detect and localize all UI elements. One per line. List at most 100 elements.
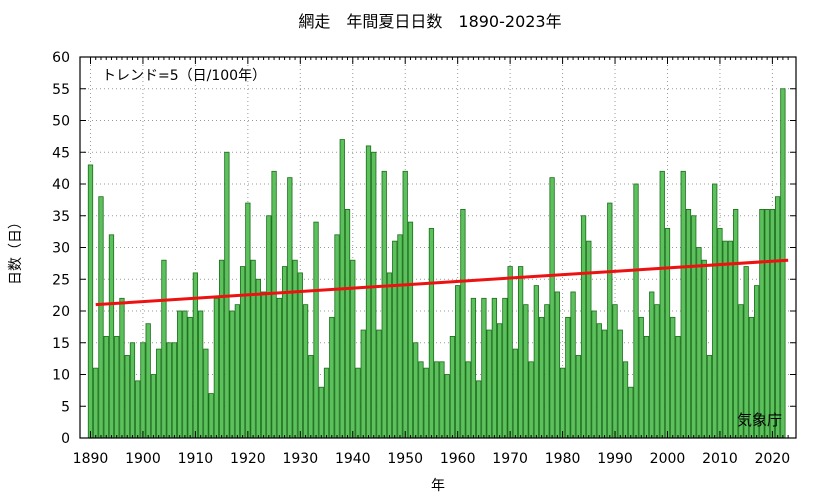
bar (638, 316, 644, 439)
bar (386, 272, 393, 439)
chart-title: 網走 年間夏日日数 1890-2023年 (298, 12, 561, 31)
source-label: 気象庁 (737, 411, 782, 429)
bar (685, 208, 692, 439)
bar (444, 374, 450, 439)
bar (512, 348, 518, 439)
bar (727, 240, 734, 439)
bar (434, 361, 440, 439)
bar (706, 355, 713, 439)
bar (108, 234, 115, 439)
trend-line (95, 258, 789, 307)
x-tick-label: 1900 (125, 451, 161, 467)
bar (150, 374, 157, 439)
x-tick-label: 2010 (702, 451, 738, 467)
bar (171, 342, 178, 439)
bar (612, 304, 618, 439)
bar (182, 310, 188, 439)
y-tick-label: 60 (52, 50, 70, 66)
bar (407, 221, 414, 439)
bar (607, 202, 613, 439)
bar (544, 304, 550, 439)
bar (712, 183, 718, 439)
bar (575, 355, 581, 439)
bar (255, 278, 261, 439)
bar (313, 221, 319, 439)
x-tick-label: 1940 (335, 451, 371, 467)
bar (292, 259, 298, 439)
bar (502, 297, 508, 439)
bar (769, 208, 776, 439)
bar (481, 297, 487, 439)
y-tick-label: 50 (52, 114, 70, 130)
bar (156, 348, 162, 439)
trend-annotation: トレンド=5（日/100年） (102, 68, 266, 84)
bar (93, 367, 99, 439)
bar (517, 266, 524, 439)
x-tick-label: 2020 (755, 451, 791, 467)
bar (365, 145, 372, 439)
x-tick-label: 1950 (387, 451, 423, 467)
bar (392, 240, 398, 439)
bar (654, 304, 660, 439)
y-tick-label: 30 (52, 241, 70, 257)
bar (234, 304, 240, 439)
bar (476, 380, 482, 439)
x-tick-label: 1920 (230, 451, 266, 467)
bar (439, 361, 445, 439)
bar (145, 323, 151, 439)
y-axis-label: 日数（日） (8, 215, 24, 285)
bar (344, 208, 351, 439)
bar (717, 228, 723, 439)
bar (135, 380, 141, 439)
bar (161, 259, 167, 439)
bar (680, 170, 686, 439)
bar (460, 208, 466, 439)
bar (140, 342, 146, 439)
bar (308, 355, 314, 439)
x-tick-label: 1960 (440, 451, 476, 467)
bar (245, 202, 251, 439)
bar (591, 310, 597, 439)
bar (297, 272, 303, 439)
bar (302, 304, 309, 439)
bar (622, 361, 629, 439)
bar (239, 266, 246, 439)
y-tick-label: 45 (52, 145, 70, 161)
bar (418, 361, 424, 439)
bar (318, 386, 324, 439)
bar (355, 367, 361, 439)
bar (507, 266, 513, 439)
y-tick-label: 15 (52, 336, 70, 352)
x-tick-label: 1980 (545, 451, 581, 467)
bar (465, 361, 471, 439)
y-tick-label: 25 (52, 272, 70, 288)
y-tick-label: 0 (61, 431, 70, 447)
bar (533, 285, 539, 439)
x-tick-label: 1990 (597, 451, 633, 467)
bar (208, 393, 214, 439)
bar (371, 151, 377, 439)
bar (455, 285, 461, 439)
bar (580, 215, 587, 439)
bar (423, 367, 429, 439)
bar (449, 335, 456, 439)
bar (722, 240, 728, 439)
bar (675, 335, 681, 439)
bar (114, 335, 120, 439)
bar (271, 170, 277, 439)
bar (701, 259, 707, 439)
bar (266, 215, 272, 439)
bar (428, 228, 435, 439)
bar (276, 297, 282, 439)
bar (559, 367, 566, 439)
bar (218, 259, 225, 439)
bar (103, 335, 109, 439)
bar (570, 291, 576, 439)
bar (497, 323, 503, 439)
bar (177, 310, 183, 439)
bar (775, 196, 781, 439)
bar (628, 386, 634, 439)
bar (323, 367, 330, 439)
y-tick-label: 5 (61, 399, 70, 415)
